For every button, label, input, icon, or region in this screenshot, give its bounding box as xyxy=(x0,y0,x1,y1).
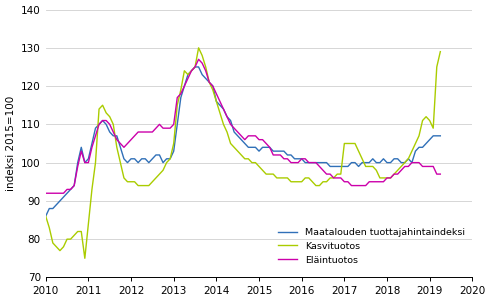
Kasvituotos xyxy=(270,172,276,176)
Maatalouden tuottajahintaindeksi xyxy=(427,138,433,141)
Eläintuotos xyxy=(181,84,187,88)
Eläintuotos xyxy=(313,161,319,164)
Eläintuotos xyxy=(352,184,358,187)
Maatalouden tuottajahintaindeksi xyxy=(331,165,337,168)
Maatalouden tuottajahintaindeksi xyxy=(437,134,443,138)
Eläintuotos xyxy=(267,146,273,149)
Eläintuotos xyxy=(427,165,433,168)
Line: Eläintuotos: Eläintuotos xyxy=(46,59,440,193)
Kasvituotos xyxy=(185,73,191,76)
Kasvituotos xyxy=(334,172,340,176)
Maatalouden tuottajahintaindeksi xyxy=(313,161,319,164)
Maatalouden tuottajahintaindeksi xyxy=(192,65,198,69)
Kasvituotos xyxy=(317,184,323,187)
Kasvituotos xyxy=(82,256,88,260)
Maatalouden tuottajahintaindeksi xyxy=(267,146,273,149)
Kasvituotos xyxy=(43,214,49,218)
Kasvituotos xyxy=(430,126,436,130)
Maatalouden tuottajahintaindeksi xyxy=(181,84,187,88)
Eläintuotos xyxy=(331,176,337,180)
Eläintuotos xyxy=(195,57,201,61)
Line: Kasvituotos: Kasvituotos xyxy=(46,48,440,258)
Y-axis label: indeksi 2015=100: indeksi 2015=100 xyxy=(5,96,16,191)
Maatalouden tuottajahintaindeksi xyxy=(43,214,49,218)
Kasvituotos xyxy=(437,50,443,53)
Kasvituotos xyxy=(355,149,361,153)
Legend: Maatalouden tuottajahintaindeksi, Kasvituotos, Eläintuotos: Maatalouden tuottajahintaindeksi, Kasvit… xyxy=(275,225,467,267)
Line: Maatalouden tuottajahintaindeksi: Maatalouden tuottajahintaindeksi xyxy=(46,67,440,216)
Maatalouden tuottajahintaindeksi xyxy=(352,161,358,164)
Eläintuotos xyxy=(43,191,49,195)
Eläintuotos xyxy=(437,172,443,176)
Kasvituotos xyxy=(195,46,201,50)
